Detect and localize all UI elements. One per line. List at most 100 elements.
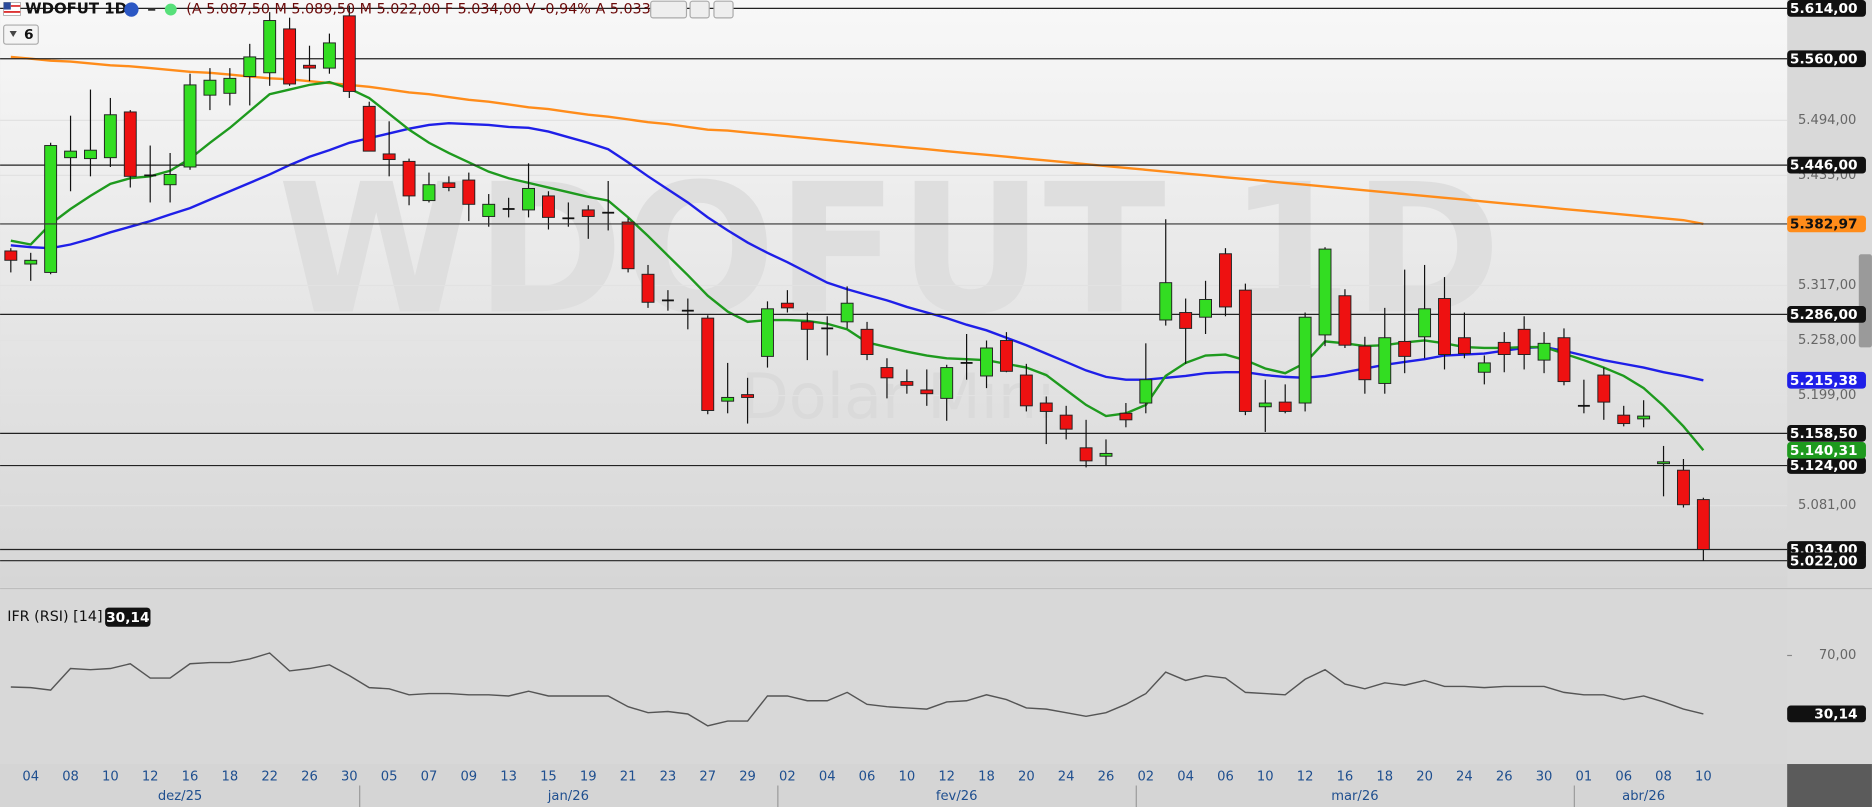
candle-body	[442, 182, 456, 188]
candle-body	[860, 328, 874, 355]
level-label: 5.560,00	[1790, 51, 1858, 67]
candle-body	[621, 221, 635, 270]
candle-body	[1019, 374, 1033, 407]
candle-body	[1278, 401, 1292, 412]
x-tick-label: 06	[859, 770, 876, 785]
symbol: WDOFUT 1D	[25, 0, 127, 18]
candle-body	[1677, 469, 1690, 506]
x-tick-label: 02	[1137, 770, 1154, 785]
flag-canton	[3, 2, 11, 10]
indicator-label: 30,14	[1814, 706, 1857, 722]
candle-body	[203, 79, 217, 96]
x-tick-label: 04	[22, 770, 39, 785]
tool-button[interactable]	[650, 0, 688, 19]
caret	[9, 31, 17, 38]
average-label: 5.382,97	[1790, 217, 1858, 233]
x-tick-label: 16	[1337, 770, 1354, 785]
candle-body	[4, 250, 18, 261]
watermark-symbol: WDOFUT 1D	[278, 146, 1502, 354]
x-tick-label: 21	[620, 770, 637, 785]
x-tick-label: 26	[301, 770, 318, 785]
y-tick-label: 5.081,00	[1798, 498, 1856, 513]
candle-body	[741, 394, 755, 398]
candle-body	[920, 389, 934, 395]
count-box[interactable]	[3, 24, 39, 45]
candle-body	[482, 203, 496, 217]
level-label-box	[1787, 156, 1866, 174]
candle-body	[522, 187, 535, 211]
candle-body	[1159, 282, 1173, 321]
candle-body	[362, 105, 376, 152]
candle-body	[44, 145, 58, 273]
icon[interactable]	[164, 3, 177, 16]
indicator-badge-box	[105, 607, 151, 627]
x-tick-label: 26	[1496, 770, 1513, 785]
candle-body	[641, 273, 655, 303]
candle-body	[1079, 447, 1093, 462]
candle-body	[1139, 379, 1153, 404]
level-label: 5.022,00	[1790, 553, 1858, 569]
x-tick-label: 30	[1536, 770, 1553, 785]
candle-body	[1617, 414, 1631, 425]
corner-block	[1787, 764, 1872, 807]
average-label-box	[1787, 441, 1866, 459]
level-label: 5.446,00	[1790, 158, 1858, 174]
x-tick-label: 18	[221, 770, 238, 785]
moving-average	[10, 122, 1704, 382]
candle-body	[462, 179, 476, 205]
candle-body	[1537, 342, 1551, 361]
x-tick-label: 06	[1217, 770, 1234, 785]
candle-body	[1119, 412, 1133, 421]
candle-body	[1039, 402, 1053, 412]
candle-body	[1199, 298, 1213, 318]
x-tick-label: 04	[1177, 770, 1194, 785]
candle-body	[761, 308, 774, 357]
candle-body	[243, 56, 257, 77]
candle-body	[1657, 461, 1670, 465]
candle-body	[1179, 312, 1193, 329]
x-tick-label: 12	[938, 770, 955, 785]
candle-body	[123, 111, 137, 177]
candle-body	[163, 173, 177, 186]
x-tick-label: 15	[540, 770, 557, 785]
candle-body	[1398, 340, 1412, 357]
x-tick-label: 13	[500, 770, 517, 785]
candle-body	[342, 15, 356, 92]
scroll-handle[interactable]	[1858, 254, 1872, 348]
tool-button[interactable]	[689, 0, 710, 19]
x-tick-label: 18	[978, 770, 995, 785]
header: WDOFUT 1D (A 5.087,50 M 5.089,50 M 5.022…	[3, 0, 734, 45]
candle-body	[283, 28, 297, 85]
y-tick-label: 5.317,00	[1798, 278, 1856, 293]
tool-button[interactable]	[713, 0, 734, 19]
candle-body	[263, 20, 277, 74]
average-label: 5.140,31	[1790, 443, 1858, 459]
month-label: abr/26	[1622, 789, 1665, 804]
candle-body	[701, 317, 715, 411]
month-label: fev/26	[936, 789, 978, 804]
candle-body	[1477, 362, 1491, 373]
x-tick-label: 05	[381, 770, 398, 785]
candle-body	[1099, 452, 1113, 457]
x-tick-label: 16	[182, 770, 199, 785]
x-tick-label: 07	[421, 770, 438, 785]
candle-body	[1497, 341, 1511, 355]
x-tick-label: 27	[699, 770, 716, 785]
level-label-box	[1787, 552, 1866, 570]
x-tick-label: 23	[660, 770, 677, 785]
y-tick-label: 5.258,00	[1798, 333, 1856, 348]
x-tick-label: 10	[102, 770, 119, 785]
candle-body	[64, 150, 77, 159]
x-tick-label: 12	[142, 770, 159, 785]
x-tick-label: 20	[1416, 770, 1433, 785]
y-tick-label: 70,00	[1819, 648, 1857, 663]
candle-body	[1318, 248, 1332, 336]
level-label-box	[1787, 0, 1866, 17]
x-tick-label: 08	[1655, 770, 1672, 785]
quote: (A 5.087,50 M 5.089,50 M 5.022,00 F 5.03…	[186, 2, 679, 18]
icon[interactable]	[124, 2, 139, 17]
candle-body	[84, 149, 97, 160]
candle-body	[800, 321, 814, 330]
